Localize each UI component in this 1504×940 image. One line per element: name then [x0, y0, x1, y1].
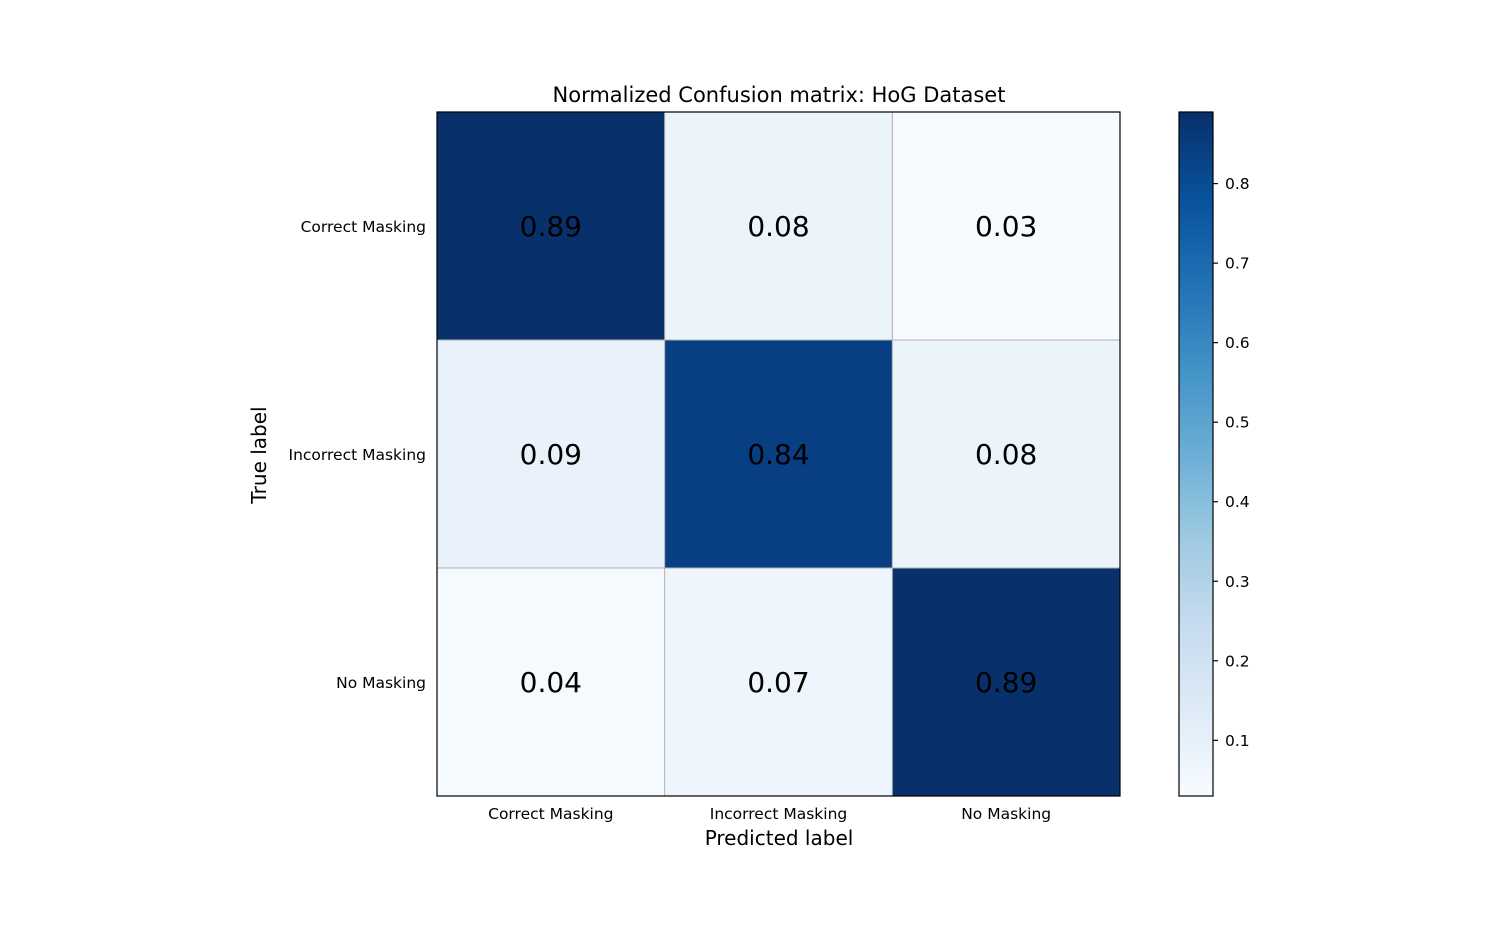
y-tick-label: No Masking — [336, 674, 426, 692]
heatmap-cell — [664, 340, 893, 569]
colorbar-tick-label: 0.1 — [1225, 732, 1250, 750]
heatmap-cell — [664, 112, 893, 341]
cell-value-label: 0.04 — [520, 666, 582, 699]
cell-value-label: 0.08 — [975, 438, 1037, 471]
x-axis-label: Predicted label — [705, 826, 854, 850]
cell-value-label: 0.89 — [520, 210, 582, 243]
grid-lines — [437, 112, 1120, 796]
plot-frame — [436, 111, 1121, 797]
x-tick-label: Correct Masking — [488, 805, 613, 823]
cell-value-label: 0.09 — [520, 438, 582, 471]
colorbar-tick-label: 0.6 — [1225, 334, 1250, 352]
cell-value-label: 0.03 — [975, 210, 1037, 243]
colorbar-tick-label: 0.4 — [1225, 493, 1250, 511]
cell-value-labels: 0.89 0.08 0.03 0.09 0.84 0.08 0.04 0.07 0.89 — [520, 210, 1038, 699]
x-tick-label: No Masking — [961, 805, 1051, 823]
chart-title: Normalized Confusion matrix: HoG Dataset — [553, 83, 1006, 107]
colorbar-tick-label: 0.2 — [1225, 652, 1250, 670]
heatmap-cell — [437, 568, 666, 797]
colorbar — [1178, 111, 1214, 797]
colorbar-tick-label: 0.3 — [1225, 573, 1250, 591]
heatmap-cell — [892, 112, 1121, 341]
y-tick-label: Correct Masking — [301, 218, 426, 236]
colorbar-tick-label: 0.5 — [1225, 414, 1250, 432]
cell-value-label: 0.89 — [975, 666, 1037, 699]
cell-value-label: 0.08 — [747, 210, 809, 243]
colorbar-ticks: 0.1 0.2 0.3 0.4 0.5 0.6 0.7 0.8 — [1213, 175, 1250, 750]
y-axis-ticks: Correct Masking Incorrect Masking No Maski… — [289, 218, 427, 692]
colorbar-tick-label: 0.8 — [1225, 175, 1250, 193]
cell-value-label: 0.84 — [747, 438, 809, 471]
heatmap-cell — [892, 340, 1121, 569]
heatmap-cell — [437, 340, 666, 569]
x-axis-ticks: Correct Masking Incorrect Masking No Maski… — [488, 805, 1051, 823]
heatmap-cell — [892, 568, 1121, 797]
heatmap-cells — [437, 112, 1121, 797]
cell-value-label: 0.07 — [747, 666, 809, 699]
colorbar-tick-label: 0.7 — [1225, 255, 1250, 273]
y-axis-label: True label — [247, 406, 271, 504]
x-tick-label: Incorrect Masking — [710, 805, 848, 823]
heatmap-cell — [437, 112, 666, 341]
heatmap-cell — [664, 568, 893, 797]
y-tick-label: Incorrect Masking — [289, 446, 427, 464]
